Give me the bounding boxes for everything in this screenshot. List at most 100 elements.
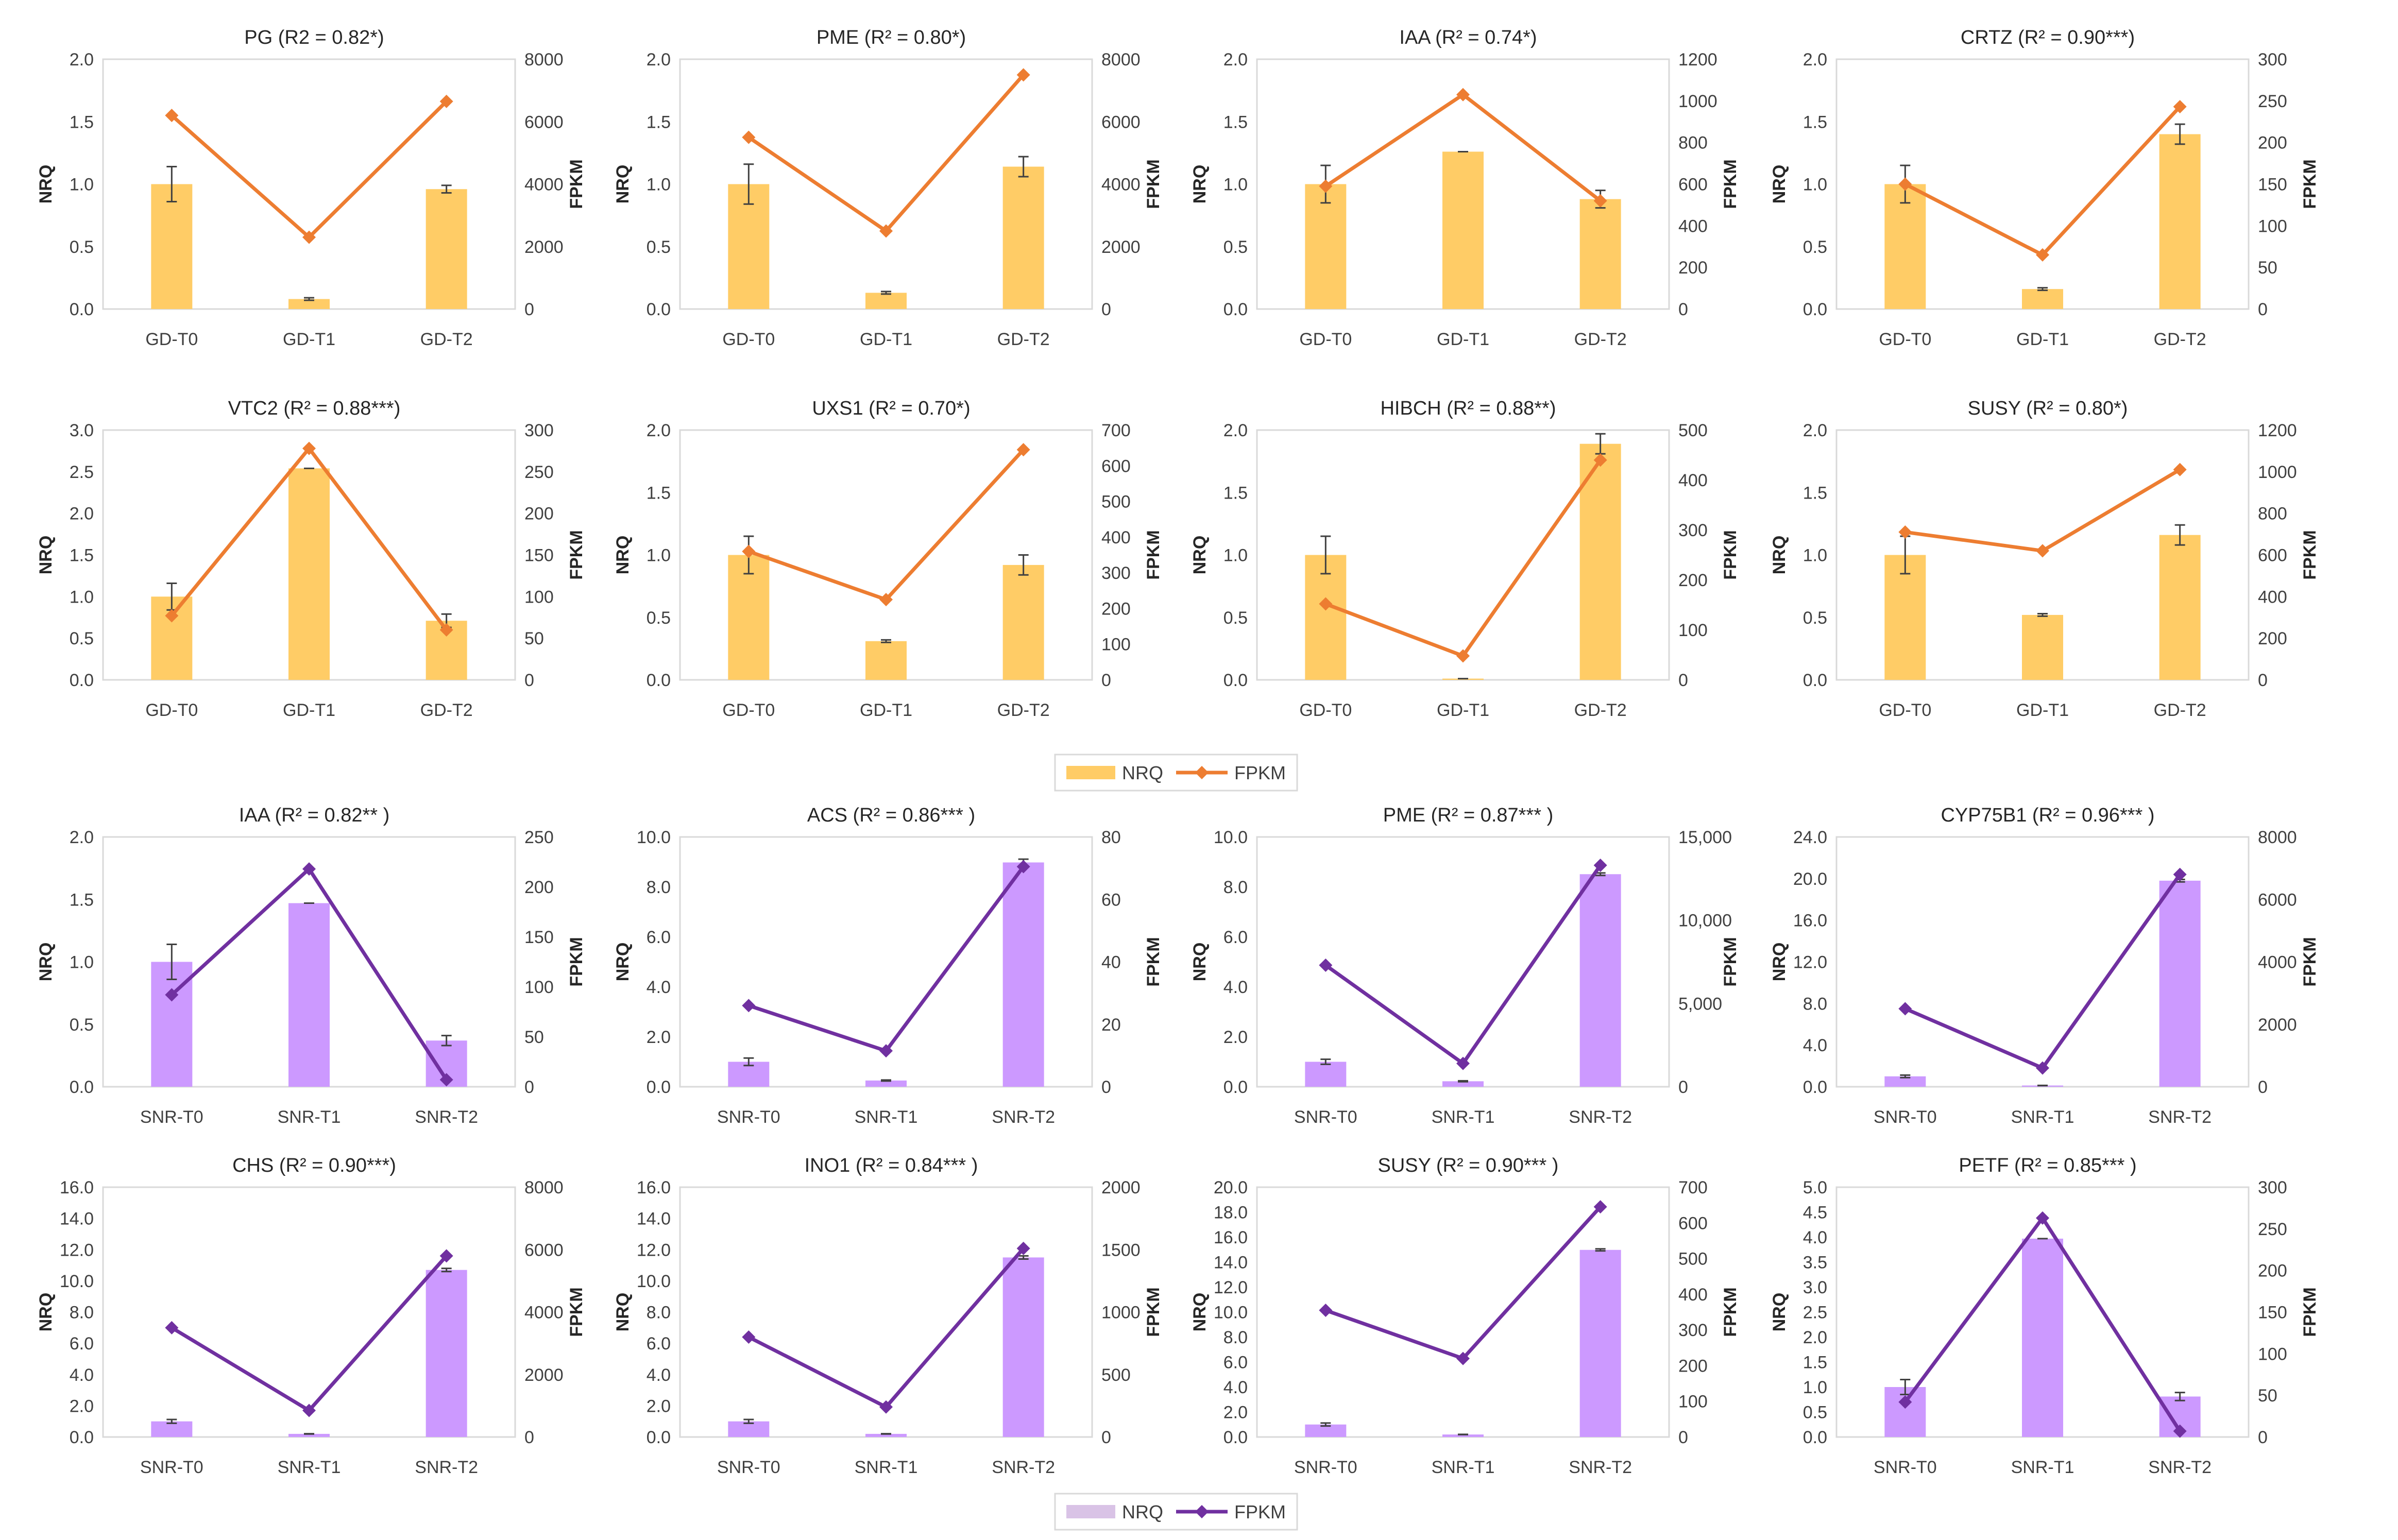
- y-tick-label: 2.0: [1803, 50, 1827, 70]
- y2-axis-label: FPKM: [2300, 1287, 2320, 1337]
- y-axis-label: NRQ: [613, 943, 633, 982]
- nrq-bar: [151, 184, 193, 309]
- y2-tick-label: 80: [1101, 828, 1121, 847]
- y-tick-label: 1.5: [647, 483, 671, 503]
- chart-panel-13: CHS (R² = 0.90***) 0.0 2.0 4.0 6.0 8.0 10.0 12.…: [36, 1155, 586, 1477]
- y-tick-label: 24.0: [1793, 828, 1827, 847]
- nrq-bar: [1579, 199, 1621, 309]
- nrq-bar: [426, 189, 467, 309]
- y-tick-label: 0.5: [647, 237, 671, 257]
- y2-tick-label: 0: [524, 300, 534, 319]
- y2-tick-label: 4000: [2258, 953, 2297, 972]
- y2-tick-label: 300: [2258, 50, 2287, 70]
- nrq-bar: [2022, 1238, 2063, 1437]
- y2-tick-label: 8000: [524, 1178, 564, 1197]
- x-tick-label: GD-T0: [145, 700, 198, 720]
- nrq-bar: [1579, 874, 1621, 1087]
- fpkm-point: [1319, 1304, 1333, 1317]
- y-tick-label: 4.0: [70, 1365, 94, 1385]
- error-bar: [1018, 1255, 1029, 1260]
- y-tick-label: 1.5: [70, 890, 94, 910]
- y-tick-label: 2.0: [647, 1396, 671, 1416]
- y2-tick-label: 10,000: [1678, 911, 1732, 931]
- y2-tick-label: 50: [2258, 258, 2277, 278]
- fpkm-line: [747, 74, 1025, 233]
- y-axis-label: NRQ: [1770, 536, 1789, 575]
- y-tick-label: 8.0: [70, 1303, 94, 1323]
- fpkm-point: [165, 1321, 179, 1334]
- fpkm-line: [1324, 864, 1602, 1066]
- fpkm-point: [1319, 179, 1333, 193]
- y-tick-label: 1.5: [1803, 112, 1827, 132]
- y-tick-label: 4.0: [1803, 1036, 1827, 1055]
- fpkm-point: [1593, 453, 1607, 467]
- fpkm-point: [302, 441, 316, 455]
- y2-tick-label: 1500: [1101, 1240, 1141, 1260]
- error-bar: [1458, 1080, 1468, 1083]
- legend-line-marker: [1195, 1505, 1209, 1518]
- fpkm-line: [748, 865, 1025, 1053]
- y-tick-label: 1.5: [1803, 1353, 1827, 1373]
- y2-axis-label: FPKM: [567, 937, 586, 986]
- y-tick-label: 2.0: [1223, 1403, 1248, 1423]
- y2-tick-label: 0: [2258, 671, 2268, 690]
- x-tick-label: GD-T2: [1574, 330, 1627, 349]
- y2-tick-label: 6000: [524, 1240, 564, 1260]
- y2-tick-label: 200: [524, 504, 554, 524]
- error-bar: [1320, 535, 1331, 575]
- x-tick-label: SNR-T2: [2148, 1107, 2212, 1127]
- y2-tick-label: 300: [524, 421, 554, 440]
- fpkm-point: [1898, 1395, 1912, 1409]
- y2-tick-label: 1000: [2258, 463, 2297, 482]
- chart-panel-8: SUSY (R² = 0.80*) 0.0 0.5 1.0 1.5 2.0 0 200 400 6…: [1770, 398, 2320, 720]
- nrq-bar: [1884, 555, 1926, 680]
- y-tick-label: 1.0: [1223, 546, 1248, 566]
- fpkm-line: [748, 448, 1025, 602]
- y-axis-label: NRQ: [613, 1293, 633, 1332]
- chart-panel-2: PME (R² = 0.80*) 0.0 0.5 1.0 1.5 2.0 0 2000 4000…: [613, 27, 1163, 349]
- fpkm-point: [879, 1400, 893, 1414]
- y-tick-label: 2.0: [70, 50, 94, 70]
- x-tick-label: GD-T1: [2016, 700, 2069, 720]
- nrq-bar: [2159, 535, 2201, 680]
- y-tick-label: 1.5: [70, 112, 94, 132]
- error-bar: [2174, 1392, 2185, 1401]
- y-tick-label: 20.0: [1793, 869, 1827, 889]
- y2-tick-label: 300: [1101, 563, 1131, 583]
- y2-tick-label: 600: [2258, 546, 2287, 566]
- y2-tick-label: 300: [2258, 1178, 2287, 1197]
- chart-panel-6: UXS1 (R² = 0.70*) 0.0 0.5 1.0 1.5 2.0 0 100 200 3…: [613, 398, 1163, 720]
- y2-tick-label: 2000: [1101, 1178, 1141, 1197]
- fpkm-point: [302, 230, 316, 244]
- x-tick-label: SNR-T0: [1294, 1107, 1357, 1127]
- y-tick-label: 1.0: [1223, 175, 1248, 195]
- chart-title: UXS1 (R² = 0.70*): [812, 398, 970, 419]
- fpkm-point: [1898, 177, 1912, 191]
- chart-panel-10: ACS (R² = 0.86*** ) 0.0 2.0 4.0 6.0 8.0 10.0 0 2…: [613, 805, 1163, 1127]
- y2-tick-label: 400: [1678, 216, 1708, 236]
- x-tick-label: SNR-T0: [140, 1107, 203, 1127]
- y-tick-label: 4.0: [647, 978, 671, 997]
- nrq-bar: [1002, 1257, 1044, 1437]
- fpkm-point: [1016, 860, 1030, 874]
- fpkm-line: [1904, 873, 2182, 1070]
- y2-tick-label: 4000: [1101, 175, 1141, 195]
- y2-tick-label: 0: [1678, 1428, 1688, 1447]
- y2-tick-label: 200: [2258, 629, 2287, 648]
- y2-tick-label: 8000: [2258, 828, 2297, 847]
- y2-tick-label: 250: [2258, 92, 2287, 111]
- y-tick-label: 0.0: [1803, 1077, 1827, 1097]
- y2-tick-label: 600: [1101, 456, 1131, 476]
- y-tick-label: 0.0: [1803, 671, 1827, 690]
- fpkm-point: [742, 544, 756, 558]
- fpkm-point: [2036, 1061, 2049, 1075]
- fpkm-point: [879, 593, 893, 607]
- y-tick-label: 18.0: [1214, 1203, 1248, 1223]
- nrq-bar: [1305, 555, 1347, 680]
- y-tick-label: 0.5: [1803, 237, 1827, 257]
- y-tick-label: 2.0: [1223, 421, 1248, 440]
- error-bar: [743, 1057, 754, 1067]
- nrq-bar: [288, 468, 330, 680]
- legend-line-label: FPKM: [1234, 762, 1286, 783]
- y2-tick-label: 0: [1678, 671, 1688, 690]
